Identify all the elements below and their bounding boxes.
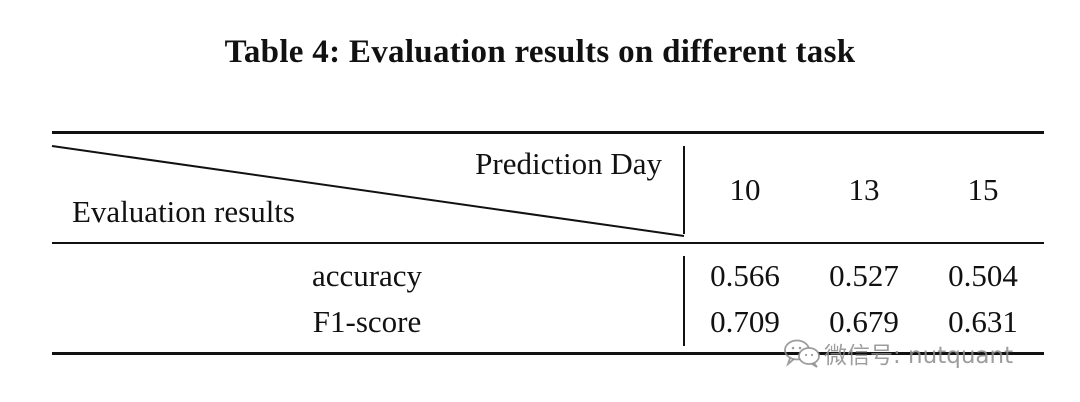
wechat-icon: [784, 339, 820, 368]
table-caption: Table 4: Evaluation results on different…: [224, 34, 856, 70]
body-vertical-divider: [683, 256, 685, 346]
header-prediction-day-label: Prediction Day: [475, 146, 662, 181]
f1-score-day-13: 0.679: [829, 304, 899, 339]
accuracy-day-13: 0.527: [829, 258, 899, 293]
column-header-15: 15: [967, 172, 999, 207]
row-label-f1-score: F1-score: [312, 304, 422, 339]
column-header-13: 13: [848, 172, 880, 207]
table-bottom-rule: [52, 352, 1044, 355]
accuracy-day-10: 0.566: [710, 258, 780, 293]
header-evaluation-results-label: Evaluation results: [72, 194, 295, 229]
header-diagonal-line: [51, 145, 685, 237]
table-top-rule: [52, 131, 1044, 134]
accuracy-day-15: 0.504: [948, 258, 1018, 293]
f1-score-day-15: 0.631: [948, 304, 1018, 339]
watermark-text: 微信号: nutquant: [824, 343, 1014, 369]
column-header-10: 10: [729, 172, 761, 207]
f1-score-day-10: 0.709: [710, 304, 780, 339]
header-vertical-divider: [683, 146, 685, 234]
table-header-rule: [52, 242, 1044, 244]
row-label-accuracy: accuracy: [311, 258, 423, 293]
